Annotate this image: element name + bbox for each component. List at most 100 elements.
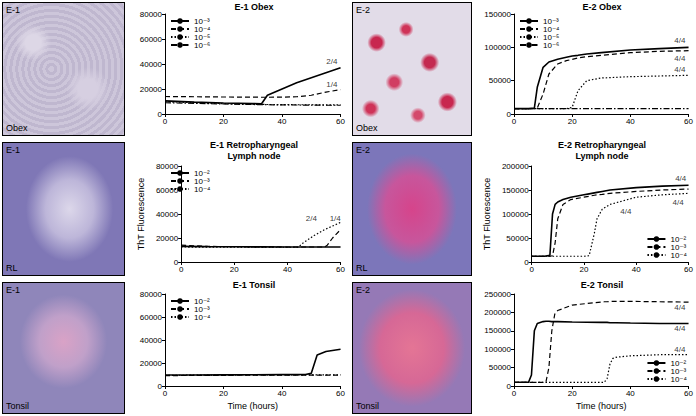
svg-text:2/4: 2/4 bbox=[306, 214, 318, 223]
svg-text:50000: 50000 bbox=[506, 234, 529, 243]
svg-text:10⁻³: 10⁻³ bbox=[194, 16, 210, 26]
svg-text:60: 60 bbox=[684, 117, 693, 126]
svg-text:20: 20 bbox=[568, 117, 577, 126]
svg-text:Lymph node: Lymph node bbox=[575, 151, 628, 161]
svg-text:10⁻⁶: 10⁻⁶ bbox=[194, 41, 210, 50]
svg-text:2/4: 2/4 bbox=[326, 57, 338, 66]
svg-text:40: 40 bbox=[278, 117, 287, 126]
svg-text:E-2 Retropharyngeal: E-2 Retropharyngeal bbox=[558, 140, 646, 150]
svg-text:20: 20 bbox=[219, 117, 228, 126]
svg-text:10⁻²: 10⁻² bbox=[194, 168, 210, 178]
html-text:E-1: E-1 bbox=[6, 145, 20, 155]
svg-text:50000: 50000 bbox=[489, 363, 512, 372]
svg-text:0: 0 bbox=[512, 117, 517, 126]
svg-text:10⁻²: 10⁻² bbox=[194, 296, 210, 306]
svg-text:0: 0 bbox=[163, 389, 168, 398]
html-text:E-2: E-2 bbox=[356, 5, 370, 15]
svg-text:40000: 40000 bbox=[140, 60, 163, 69]
svg-text:10⁻³: 10⁻³ bbox=[194, 304, 210, 314]
svg-text:0: 0 bbox=[529, 265, 534, 274]
html-text:E-2: E-2 bbox=[356, 145, 370, 155]
html-text:E-1: E-1 bbox=[6, 285, 20, 295]
svg-text:60: 60 bbox=[336, 117, 345, 126]
svg-text:200000: 200000 bbox=[484, 308, 511, 317]
svg-text:4/4: 4/4 bbox=[674, 345, 686, 354]
svg-text:150000: 150000 bbox=[502, 186, 529, 195]
svg-text:4/4: 4/4 bbox=[674, 36, 686, 45]
svg-text:60: 60 bbox=[684, 265, 693, 274]
svg-text:E-2 Tonsil: E-2 Tonsil bbox=[581, 280, 623, 290]
html-text:E-2: E-2 bbox=[356, 285, 370, 295]
svg-text:150000: 150000 bbox=[484, 10, 511, 19]
html-text:RL: RL bbox=[356, 263, 368, 273]
svg-text:4/4: 4/4 bbox=[673, 198, 685, 207]
svg-text:40: 40 bbox=[626, 117, 635, 126]
svg-text:10⁻³: 10⁻³ bbox=[543, 16, 559, 26]
svg-text:E-1 Tonsil: E-1 Tonsil bbox=[233, 280, 275, 290]
svg-text:10⁻⁴: 10⁻⁴ bbox=[194, 24, 211, 34]
svg-text:E-1 Obex: E-1 Obex bbox=[234, 2, 273, 12]
html-text:Obex: Obex bbox=[6, 123, 28, 133]
svg-text:ThT Fluorescence: ThT Fluorescence bbox=[482, 178, 492, 250]
svg-text:4/4: 4/4 bbox=[674, 324, 686, 333]
html-text:Obex: Obex bbox=[356, 123, 378, 133]
svg-text:10⁻⁵: 10⁻⁵ bbox=[194, 32, 211, 42]
svg-text:60000: 60000 bbox=[140, 313, 163, 322]
svg-text:1/4: 1/4 bbox=[330, 214, 342, 223]
svg-text:40: 40 bbox=[626, 389, 635, 398]
svg-text:150000: 150000 bbox=[484, 326, 511, 335]
svg-text:E-1 Retropharyngeal: E-1 Retropharyngeal bbox=[210, 140, 298, 150]
svg-text:ThT Fluorescence: ThT Fluorescence bbox=[136, 178, 146, 250]
svg-text:40: 40 bbox=[283, 265, 292, 274]
svg-text:20: 20 bbox=[579, 265, 588, 274]
svg-text:Time (hours): Time (hours) bbox=[576, 401, 627, 411]
html-text:Tonsil: Tonsil bbox=[356, 401, 379, 411]
svg-text:80000: 80000 bbox=[156, 162, 179, 171]
svg-text:20000: 20000 bbox=[156, 234, 179, 243]
svg-text:60: 60 bbox=[336, 265, 345, 274]
svg-text:10⁻⁴: 10⁻⁴ bbox=[670, 375, 687, 384]
svg-text:E-2 Obex: E-2 Obex bbox=[582, 2, 621, 12]
svg-text:Lymph node: Lymph node bbox=[227, 151, 280, 161]
svg-text:10⁻³: 10⁻³ bbox=[194, 176, 210, 186]
svg-text:Time (hours): Time (hours) bbox=[227, 401, 278, 411]
svg-text:4/4: 4/4 bbox=[674, 54, 686, 63]
svg-text:60000: 60000 bbox=[155, 185, 179, 195]
svg-text:4/4: 4/4 bbox=[674, 303, 686, 312]
svg-text:10⁻⁶: 10⁻⁶ bbox=[543, 41, 559, 50]
svg-text:40000: 40000 bbox=[156, 210, 179, 219]
svg-text:50000: 50000 bbox=[489, 76, 512, 85]
svg-text:4/4: 4/4 bbox=[674, 65, 686, 74]
svg-text:4/4: 4/4 bbox=[675, 174, 687, 183]
svg-text:20000: 20000 bbox=[140, 359, 163, 368]
svg-text:40: 40 bbox=[632, 265, 641, 274]
svg-text:80000: 80000 bbox=[140, 290, 163, 299]
svg-text:20: 20 bbox=[230, 265, 239, 274]
svg-text:0: 0 bbox=[163, 117, 168, 126]
svg-text:10⁻⁴: 10⁻⁴ bbox=[670, 251, 687, 260]
svg-text:20: 20 bbox=[568, 389, 577, 398]
svg-text:1/4: 1/4 bbox=[326, 80, 338, 89]
svg-text:10⁻⁴: 10⁻⁴ bbox=[543, 24, 560, 34]
svg-text:20000: 20000 bbox=[140, 85, 163, 94]
svg-text:200000: 200000 bbox=[502, 162, 529, 171]
svg-text:40: 40 bbox=[278, 389, 287, 398]
svg-text:80000: 80000 bbox=[140, 10, 163, 19]
svg-text:100000: 100000 bbox=[502, 210, 529, 219]
svg-text:60: 60 bbox=[336, 389, 345, 398]
svg-text:0: 0 bbox=[512, 389, 517, 398]
html-text:RL: RL bbox=[6, 263, 18, 273]
svg-text:100000: 100000 bbox=[484, 43, 511, 52]
svg-text:20: 20 bbox=[219, 389, 228, 398]
svg-text:100000: 100000 bbox=[484, 345, 511, 354]
html-text:E-1: E-1 bbox=[6, 5, 20, 15]
svg-text:40000: 40000 bbox=[140, 336, 163, 345]
svg-text:60: 60 bbox=[684, 389, 693, 398]
html-text:Tonsil: Tonsil bbox=[6, 401, 29, 411]
svg-text:250000: 250000 bbox=[484, 290, 511, 299]
svg-text:60000: 60000 bbox=[140, 35, 163, 44]
svg-text:10⁻⁴: 10⁻⁴ bbox=[194, 185, 211, 194]
svg-text:4/4: 4/4 bbox=[620, 207, 632, 216]
svg-text:0: 0 bbox=[179, 265, 184, 274]
svg-text:10⁻⁴: 10⁻⁴ bbox=[194, 313, 211, 322]
